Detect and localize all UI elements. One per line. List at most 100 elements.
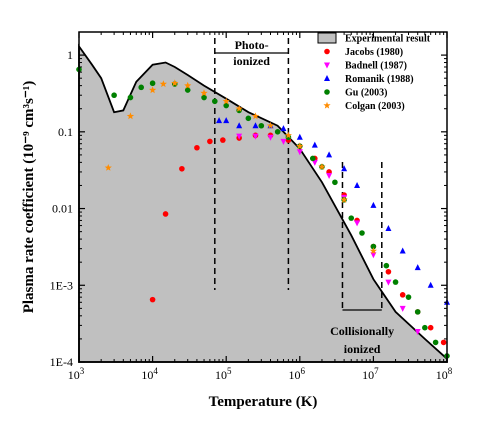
data-point bbox=[405, 294, 412, 300]
photo-ionized-label: Photo- bbox=[235, 38, 269, 52]
data-point bbox=[318, 163, 326, 170]
data-point bbox=[274, 129, 281, 135]
legend-label: Colgan (2003) bbox=[345, 101, 405, 112]
data-point bbox=[311, 159, 318, 166]
data-point bbox=[104, 164, 112, 171]
data-point bbox=[354, 220, 361, 227]
data-point bbox=[340, 196, 348, 203]
data-point bbox=[370, 252, 377, 259]
data-point bbox=[427, 281, 434, 288]
annotation-boxes bbox=[214, 38, 383, 312]
data-point bbox=[267, 134, 274, 141]
data-point bbox=[211, 98, 218, 105]
axis-ticks: 103 104 105 106 107 108 1 0.1 0.01 1E-3 1E-4 bbox=[50, 31, 453, 382]
x-tick-label: 103 bbox=[68, 366, 85, 382]
legend-marker bbox=[324, 62, 330, 69]
data-point bbox=[399, 247, 406, 254]
data-point bbox=[266, 121, 275, 129]
x-axis-title: Temperature (K) bbox=[209, 394, 318, 410]
collisional-label: ionized bbox=[344, 342, 381, 356]
legend-swatch-experimental bbox=[317, 32, 337, 44]
legend-marker bbox=[324, 48, 330, 55]
legend-label: Badnell (1987) bbox=[345, 61, 407, 72]
data-point bbox=[326, 151, 333, 158]
data-point bbox=[251, 112, 260, 120]
data-point bbox=[383, 262, 390, 269]
data-point bbox=[296, 149, 303, 156]
data-point bbox=[326, 172, 333, 179]
data-point bbox=[296, 142, 304, 150]
data-point bbox=[149, 80, 156, 87]
data-point bbox=[280, 125, 287, 132]
data-point bbox=[414, 328, 421, 335]
data-point bbox=[359, 230, 365, 236]
collisional-label: Collisionally bbox=[330, 324, 394, 338]
y-tick-label: 0.01 bbox=[52, 202, 73, 216]
data-point bbox=[392, 279, 399, 285]
data-point bbox=[235, 104, 243, 112]
data-point bbox=[184, 87, 191, 93]
data-point bbox=[422, 324, 428, 331]
data-point bbox=[399, 292, 406, 298]
data-point bbox=[370, 243, 377, 250]
x-tick-label: 105 bbox=[215, 366, 232, 382]
data-point bbox=[385, 279, 392, 286]
data-point bbox=[220, 137, 226, 143]
legend: Experimental result Jacobs (1980) Badnell … bbox=[317, 32, 431, 112]
data-point bbox=[236, 122, 243, 129]
y-tick-label: 0.1 bbox=[58, 125, 73, 139]
y-tick-label: 1E-3 bbox=[50, 278, 73, 292]
experimental-result-area bbox=[78, 43, 448, 363]
data-point bbox=[427, 324, 434, 331]
data-point bbox=[284, 131, 292, 139]
data-point bbox=[280, 138, 287, 145]
x-tick-label: 107 bbox=[362, 366, 379, 382]
legend-marker bbox=[324, 75, 330, 81]
data-point bbox=[370, 201, 377, 208]
y-tick-label: 1E-4 bbox=[50, 355, 73, 369]
data-point bbox=[296, 133, 303, 140]
data-point bbox=[440, 339, 447, 346]
data-point bbox=[127, 94, 134, 101]
data-point bbox=[200, 89, 208, 97]
data-point bbox=[236, 133, 243, 140]
data-point bbox=[138, 84, 144, 91]
data-point bbox=[184, 81, 192, 89]
series-badnell-1987 bbox=[236, 133, 421, 335]
photo-ionized-label: ionized bbox=[233, 54, 270, 68]
data-point bbox=[194, 144, 200, 151]
data-point bbox=[258, 122, 265, 129]
data-point bbox=[171, 79, 179, 87]
data-point bbox=[216, 117, 223, 124]
legend-label: Gu (2003) bbox=[345, 88, 388, 99]
data-point bbox=[222, 97, 230, 105]
data-point bbox=[399, 305, 406, 312]
x-tick-label: 104 bbox=[141, 366, 158, 382]
data-point bbox=[201, 94, 207, 101]
data-point bbox=[414, 264, 421, 271]
data-point bbox=[385, 268, 392, 275]
annotation-labels: Photo-ionized Collisionally ionized bbox=[233, 38, 394, 356]
plot-frame bbox=[78, 31, 448, 363]
data-point bbox=[414, 309, 421, 315]
data-point bbox=[341, 165, 348, 172]
data-point bbox=[348, 215, 355, 221]
y-tick-label: 1 bbox=[67, 48, 73, 62]
legend-marker bbox=[324, 89, 330, 95]
series-colgan-2003 bbox=[104, 79, 377, 254]
data-point bbox=[332, 179, 338, 186]
data-point bbox=[432, 339, 439, 346]
data-point bbox=[126, 112, 135, 120]
data-point bbox=[245, 115, 252, 122]
data-point bbox=[149, 296, 156, 303]
data-point bbox=[111, 92, 117, 99]
data-point bbox=[159, 80, 167, 88]
data-point bbox=[252, 122, 259, 129]
x-tick-label: 106 bbox=[289, 366, 306, 382]
legend-label: Jacobs (1980) bbox=[345, 47, 403, 58]
data-point bbox=[252, 133, 259, 140]
data-point bbox=[223, 102, 229, 109]
legend-label: Romanik (1988) bbox=[345, 74, 414, 85]
